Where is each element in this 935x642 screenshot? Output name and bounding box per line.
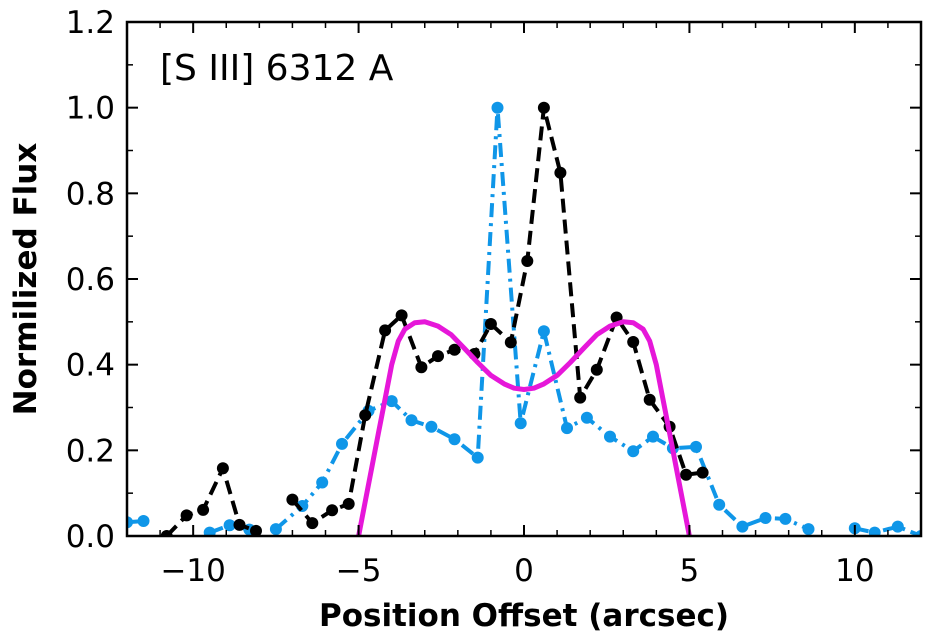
x-tick-label: −5: [336, 553, 382, 589]
series-2-point: [554, 166, 567, 179]
y-tick-label: 1.2: [66, 5, 115, 41]
x-axis-label: Position Offset (arcsec): [319, 598, 729, 634]
series-1-point: [425, 420, 438, 433]
series-1-point: [137, 515, 150, 527]
series-2-point: [216, 462, 229, 475]
series-1-point: [891, 520, 904, 533]
series-1-point: [627, 445, 640, 458]
series-1-point: [203, 526, 216, 536]
series-2-point: [233, 518, 246, 531]
series-2-point: [521, 255, 534, 267]
y-tick-label: 0.0: [66, 519, 115, 555]
series-1-point: [690, 440, 702, 453]
series-2-point: [574, 391, 587, 404]
series-2-point: [180, 509, 193, 522]
plot-area: [127, 101, 921, 536]
series-2-point: [359, 409, 372, 422]
series-2-point: [504, 336, 517, 349]
y-tick-label: 0.6: [66, 262, 115, 298]
series-1-point: [779, 512, 792, 525]
series-1-point: [537, 325, 550, 338]
series-2-point: [395, 309, 408, 322]
series-1-point: [405, 414, 418, 427]
series-1-point: [759, 512, 772, 524]
series-1-point: [868, 526, 881, 536]
series-3-line-1: [356, 319, 692, 536]
series-1-point: [385, 395, 398, 408]
series-2-point: [326, 504, 339, 517]
series-1-point: [316, 476, 329, 489]
y-tick-label: 0.2: [66, 433, 115, 469]
series-1-point: [127, 516, 133, 529]
series-2-point: [590, 363, 603, 376]
series-1-point: [736, 520, 749, 533]
series-2-point: [696, 466, 709, 479]
axis-ticks: −10 −5 0 5 10 0.0 0.2 0.4 0.6 0.8 1.0 1.2: [66, 5, 922, 589]
y-tick-label: 1.0: [66, 91, 115, 127]
series-1-point: [269, 523, 282, 536]
series-2-point: [627, 336, 640, 348]
x-tick-label: −10: [160, 553, 225, 589]
series-2-point: [342, 497, 355, 510]
series-2-point: [379, 324, 392, 337]
series-1-point: [713, 498, 726, 511]
y-tick-label: 0.4: [66, 348, 115, 384]
x-tick-label: 5: [680, 553, 700, 589]
series-2-line-2: [290, 105, 703, 526]
series-1-point: [915, 530, 921, 536]
series-1-point: [580, 411, 593, 424]
series-2-point: [286, 493, 299, 506]
series-2-point: [415, 361, 428, 374]
series-1-line-4: [854, 524, 921, 536]
series-2-point: [484, 318, 497, 330]
series-1-point: [223, 519, 236, 532]
y-tick-label: 0.8: [66, 176, 115, 212]
series-2-point: [680, 468, 693, 481]
series-2-point: [197, 503, 210, 516]
y-axis-label: Normilized Flux: [8, 143, 44, 416]
series-1-point: [802, 523, 815, 536]
series-1-point: [604, 430, 616, 443]
series-1-point: [336, 437, 348, 450]
series-2-point: [537, 101, 550, 114]
chart-annotation: [S III] 6312 A: [160, 48, 394, 89]
series-2-point: [448, 343, 461, 356]
series-1-point: [448, 433, 461, 446]
x-tick-label: 10: [835, 553, 874, 589]
series-2-point: [306, 517, 319, 530]
x-tick-label: 0: [514, 553, 534, 589]
series-2-point: [160, 530, 173, 536]
series-2-point: [643, 393, 656, 406]
series-1-point: [471, 451, 484, 464]
series-1-point: [514, 417, 527, 430]
series-1-point: [647, 430, 659, 443]
series-1-point: [561, 422, 573, 435]
series-2-point: [432, 350, 444, 363]
series-1-point: [491, 101, 504, 114]
